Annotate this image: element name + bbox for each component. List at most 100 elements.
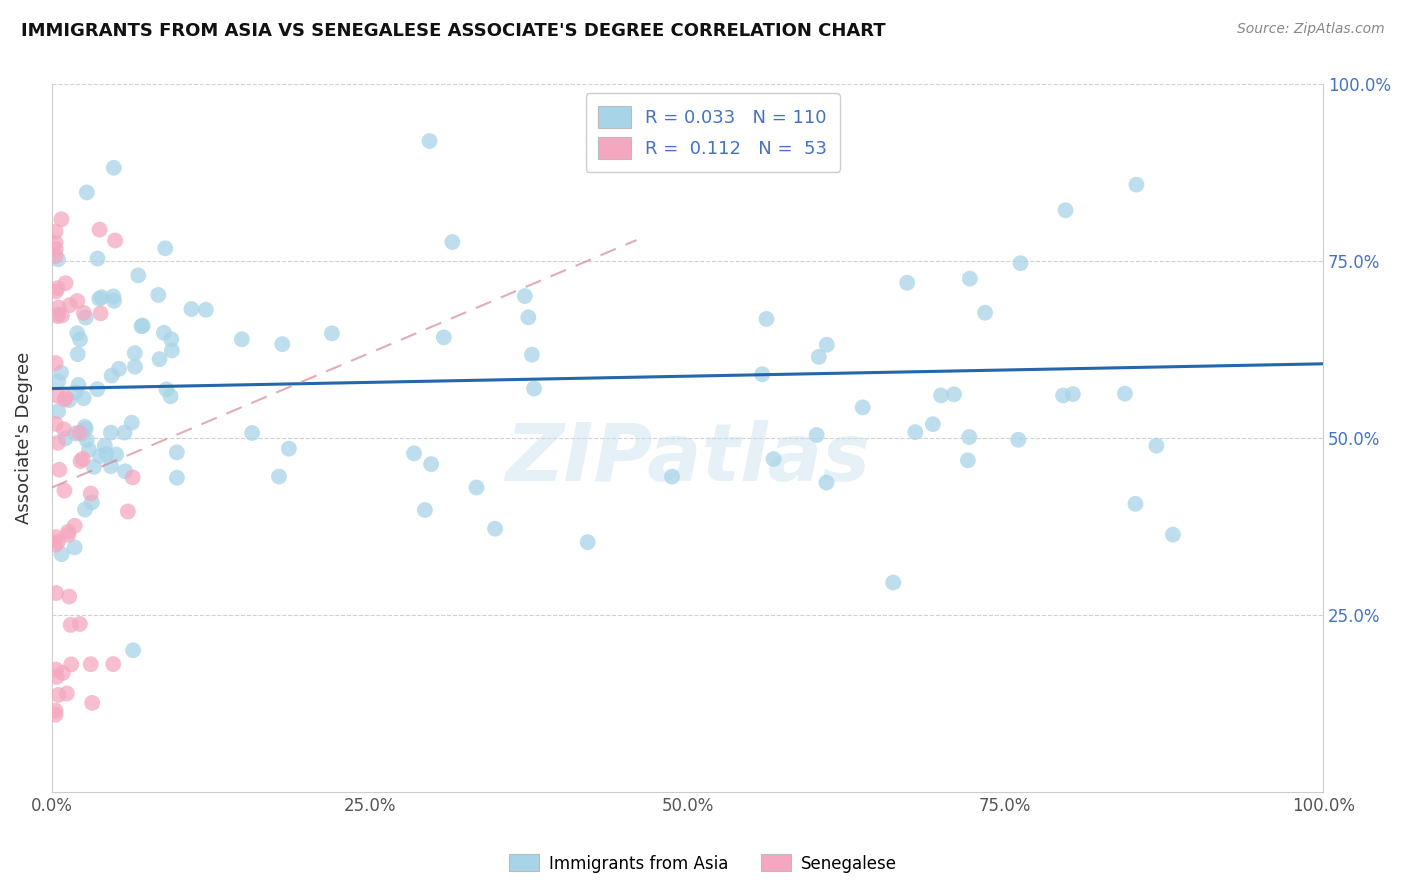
- Point: [959, 271, 981, 285]
- Point: [852, 401, 875, 415]
- Point: [69, 333, 91, 347]
- Point: [160, 332, 183, 346]
- Text: IMMIGRANTS FROM ASIA VS SENEGALESE ASSOCIATE'S DEGREE CORRELATION CHART: IMMIGRANTS FROM ASIA VS SENEGALESE ASSOC…: [21, 22, 886, 40]
- Point: [159, 389, 181, 403]
- Point: [1125, 497, 1147, 511]
- Point: [58, 528, 80, 542]
- Point: [267, 469, 290, 483]
- Point: [56, 524, 79, 539]
- Point: [55, 431, 77, 445]
- Point: [321, 326, 343, 341]
- Point: [80, 486, 103, 500]
- Point: [131, 318, 153, 333]
- Point: [762, 452, 785, 467]
- Point: [72, 451, 94, 466]
- Point: [100, 368, 122, 383]
- Point: [108, 361, 131, 376]
- Point: [52, 665, 75, 680]
- Point: [957, 430, 980, 444]
- Point: [58, 590, 80, 604]
- Point: [86, 252, 108, 266]
- Point: [104, 234, 127, 248]
- Point: [77, 442, 100, 457]
- Text: Source: ZipAtlas.com: Source: ZipAtlas.com: [1237, 22, 1385, 37]
- Point: [45, 530, 67, 544]
- Point: [48, 301, 70, 315]
- Point: [166, 471, 188, 485]
- Point: [96, 447, 118, 461]
- Point: [83, 459, 105, 474]
- Point: [114, 425, 136, 440]
- Point: [56, 686, 79, 700]
- Point: [155, 383, 177, 397]
- Point: [60, 657, 83, 672]
- Point: [53, 392, 76, 407]
- Point: [1010, 256, 1032, 270]
- Point: [105, 448, 128, 462]
- Point: [956, 453, 979, 467]
- Point: [69, 425, 91, 440]
- Point: [75, 310, 97, 325]
- Point: [52, 422, 75, 436]
- Point: [122, 643, 145, 657]
- Point: [896, 276, 918, 290]
- Point: [73, 306, 96, 320]
- Point: [45, 285, 67, 299]
- Point: [86, 382, 108, 396]
- Point: [66, 293, 89, 308]
- Point: [63, 518, 86, 533]
- Point: [904, 425, 927, 439]
- Point: [103, 657, 125, 672]
- Point: [166, 445, 188, 459]
- Point: [103, 293, 125, 308]
- Point: [465, 481, 488, 495]
- Point: [67, 378, 90, 392]
- Point: [94, 439, 117, 453]
- Point: [413, 503, 436, 517]
- Point: [76, 433, 98, 447]
- Point: [63, 541, 86, 555]
- Point: [51, 212, 73, 227]
- Point: [89, 449, 111, 463]
- Point: [45, 538, 67, 552]
- Point: [46, 252, 69, 267]
- Point: [240, 425, 263, 440]
- Point: [45, 704, 67, 718]
- Point: [520, 348, 543, 362]
- Point: [1125, 178, 1147, 192]
- Point: [1054, 203, 1077, 218]
- Point: [1062, 387, 1084, 401]
- Point: [46, 307, 69, 321]
- Point: [73, 419, 96, 434]
- Point: [45, 417, 67, 431]
- Point: [46, 534, 69, 549]
- Point: [51, 309, 73, 323]
- Point: [806, 428, 828, 442]
- Point: [148, 352, 170, 367]
- Point: [194, 302, 217, 317]
- Point: [155, 241, 177, 255]
- Point: [51, 547, 73, 561]
- Point: [45, 663, 67, 677]
- Point: [48, 688, 70, 702]
- Point: [807, 350, 830, 364]
- Point: [153, 326, 176, 340]
- Point: [66, 326, 89, 341]
- Point: [80, 657, 103, 672]
- Point: [943, 387, 966, 401]
- Legend: Immigrants from Asia, Senegalese: Immigrants from Asia, Senegalese: [502, 847, 904, 880]
- Point: [441, 235, 464, 249]
- Point: [131, 319, 153, 334]
- Point: [160, 343, 183, 358]
- Point: [117, 504, 139, 518]
- Point: [517, 310, 540, 325]
- Point: [121, 416, 143, 430]
- Point: [69, 454, 91, 468]
- Point: [271, 337, 294, 351]
- Point: [45, 670, 67, 684]
- Y-axis label: Associate's Degree: Associate's Degree: [15, 352, 32, 524]
- Point: [103, 161, 125, 175]
- Point: [59, 618, 82, 632]
- Point: [45, 242, 67, 256]
- Point: [45, 707, 67, 722]
